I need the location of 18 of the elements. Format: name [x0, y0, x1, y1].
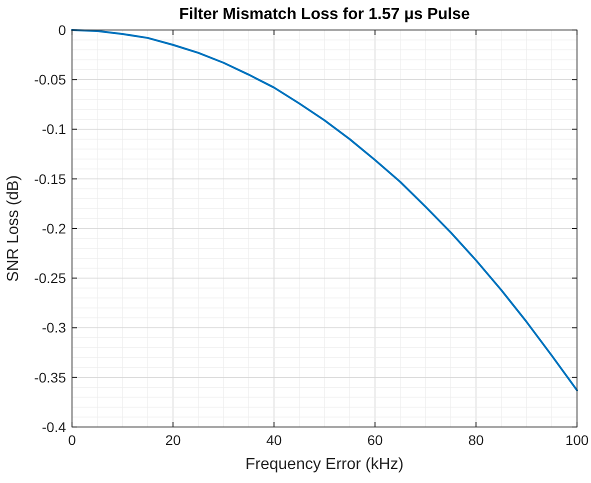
chart-title: Filter Mismatch Loss for 1.57 μs Pulse — [179, 6, 470, 23]
y-tick-label: -0.3 — [42, 320, 66, 336]
x-tick-label: 40 — [266, 432, 282, 448]
y-tick-label: -0.35 — [34, 369, 66, 386]
y-tick-label: -0.2 — [42, 220, 66, 236]
x-tick-label: 60 — [367, 432, 383, 448]
x-tick-label: 20 — [165, 432, 181, 448]
x-tick-label: 100 — [565, 432, 589, 448]
y-tick-label: -0.25 — [34, 270, 66, 286]
y-tick-label: -0.4 — [42, 418, 66, 435]
y-tick-label: -0.1 — [42, 121, 66, 138]
y-tick-label: -0.15 — [34, 170, 66, 187]
y-tick-label: -0.05 — [34, 72, 66, 88]
x-axis-title: Frequency Error (kHz) — [245, 456, 404, 473]
x-tick-label: 80 — [468, 432, 484, 448]
x-tick-label: 0 — [68, 432, 76, 448]
y-tick-label: 0 — [58, 22, 66, 38]
y-axis-title: SNR Loss (dB) — [5, 175, 22, 282]
